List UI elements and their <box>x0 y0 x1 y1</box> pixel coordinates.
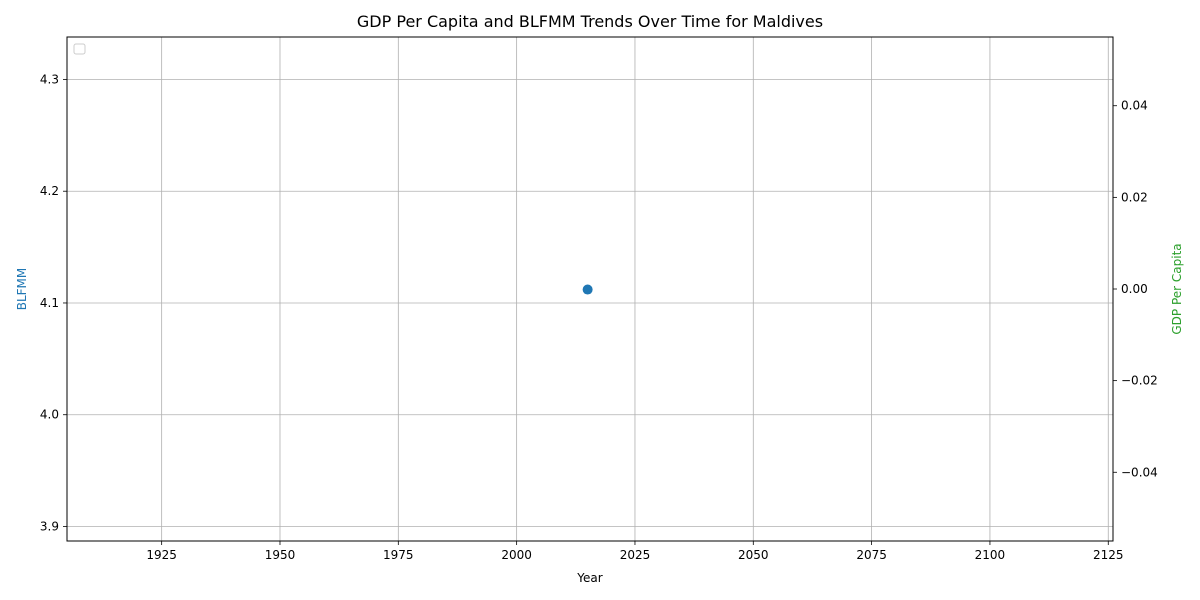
right-y-tick-label: 0.02 <box>1121 190 1148 204</box>
x-tick-label: 1975 <box>383 548 414 562</box>
right-y-tick-label: −0.02 <box>1121 374 1158 388</box>
left-y-axis-label: BLFMM <box>15 268 29 311</box>
x-axis-label: Year <box>576 571 602 585</box>
right-y-tick-label: −0.04 <box>1121 465 1158 479</box>
chart-title: GDP Per Capita and BLFMM Trends Over Tim… <box>357 12 823 31</box>
x-tick-label: 1925 <box>146 548 177 562</box>
right-y-tick-label: 0.00 <box>1121 282 1148 296</box>
x-tick-label: 2050 <box>738 548 769 562</box>
right-y-axis-label: GDP Per Capita <box>1170 243 1184 334</box>
x-tick-label: 2000 <box>501 548 532 562</box>
right-y-tick-label: 0.04 <box>1121 99 1148 113</box>
left-y-tick-label: 3.9 <box>40 519 59 533</box>
x-tick-label: 2025 <box>620 548 651 562</box>
left-y-tick-label: 4.2 <box>40 184 59 198</box>
x-axis-ticks: 1925 1950 1975 2000 2025 2050 2075 2100 2125 <box>146 541 1124 562</box>
x-tick-label: 2100 <box>975 548 1006 562</box>
left-y-tick-label: 4.0 <box>40 408 59 422</box>
left-y-tick-label: 4.1 <box>40 296 59 310</box>
left-y-tick-label: 4.3 <box>40 72 59 86</box>
grid-lines <box>67 37 1113 541</box>
x-tick-label: 2125 <box>1093 548 1124 562</box>
x-tick-label: 1950 <box>265 548 296 562</box>
x-tick-label: 2075 <box>856 548 887 562</box>
left-y-axis-ticks: 3.9 4.0 4.1 4.2 4.3 <box>40 72 67 533</box>
right-y-axis-ticks: 0.04 0.02 0.00 −0.02 −0.04 <box>1113 99 1158 479</box>
legend-box <box>73 43 86 55</box>
data-points <box>582 284 593 295</box>
blfmm-data-point <box>582 284 593 295</box>
